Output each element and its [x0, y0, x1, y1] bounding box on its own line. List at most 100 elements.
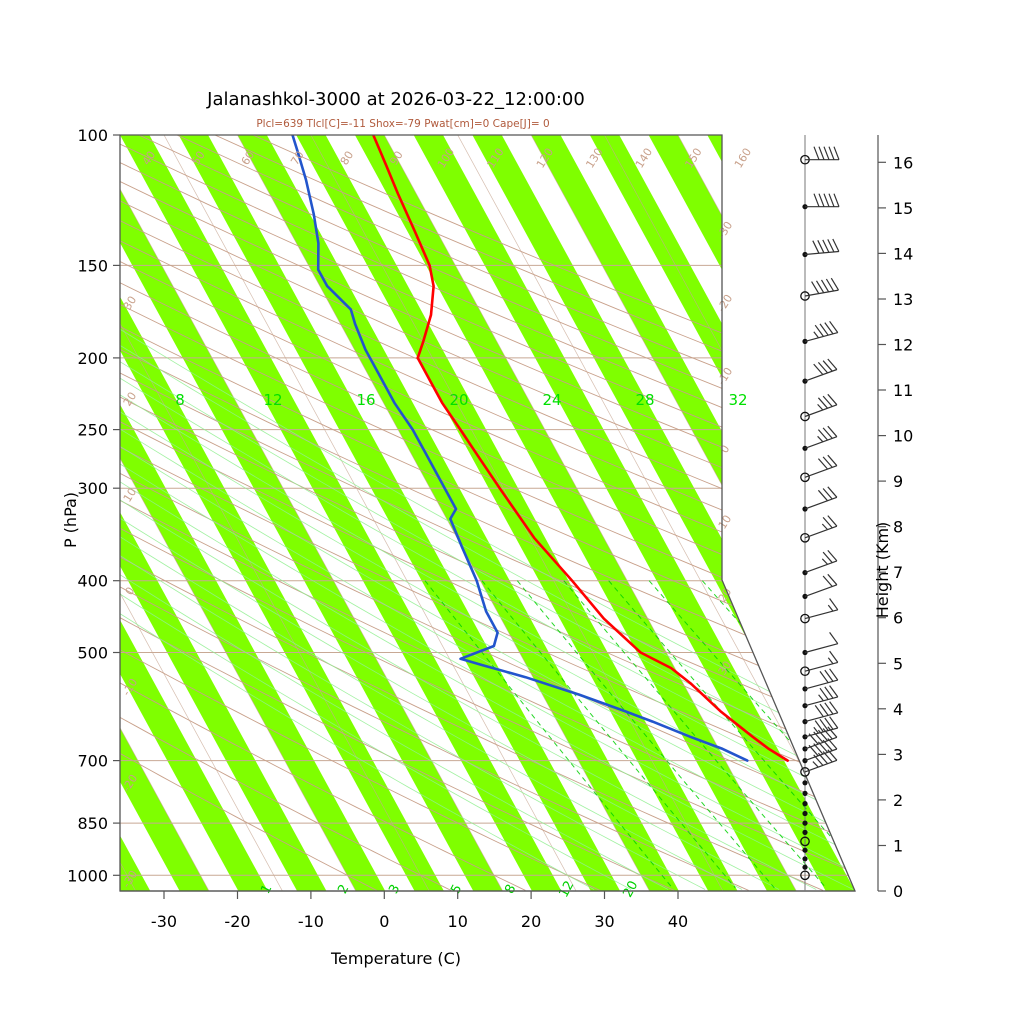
- dry-adiabat: [120, 203, 855, 891]
- plot-annotation: 60: [239, 149, 257, 168]
- wind-barb-full: [822, 239, 830, 253]
- wind-level-circle: [800, 613, 810, 624]
- moist-adiabat: [120, 135, 855, 890]
- pressure-tick-label: 400: [77, 572, 108, 591]
- wind-level-dot: [802, 703, 808, 709]
- wind-barb-half: [813, 331, 819, 339]
- wind-barb-full: [828, 193, 835, 207]
- isotherm-band: [120, 135, 503, 891]
- wind-barb-shaft: [804, 332, 838, 342]
- sounding-curves: [291, 135, 789, 762]
- mixing-ratio-line: [648, 580, 855, 889]
- wind-level-dot: [802, 864, 808, 870]
- wind-barb-full: [824, 717, 834, 730]
- height-tick-label: 11: [893, 381, 913, 400]
- wind-barb-shaft: [804, 496, 838, 510]
- moist-adiabat: [120, 135, 854, 890]
- dry-adiabat: [120, 388, 675, 891]
- wind-level-dot: [802, 780, 808, 786]
- wind-barb-full: [818, 193, 825, 207]
- wind-barb-full: [827, 550, 838, 562]
- pressure-tick-label: 700: [77, 752, 108, 771]
- wind-barb-full: [829, 650, 839, 663]
- pressure-tick-label: 100: [77, 126, 108, 145]
- wind-barb-half: [817, 435, 824, 443]
- isotherm-band: [178, 135, 621, 891]
- dry-adiabat-lines: [120, 135, 855, 891]
- dry-adiabat: [120, 135, 855, 745]
- wind-barb-shaft: [804, 736, 838, 750]
- wind-barb-full: [828, 146, 835, 160]
- height-tick-label: 1: [893, 837, 903, 856]
- plot-annotation: 20: [620, 879, 641, 901]
- height-tick-label: 5: [893, 654, 903, 673]
- temperature-axis: -30 -20 -10 0 10 20 30 40: [120, 890, 855, 931]
- wind-barb-full: [817, 489, 829, 502]
- plot-annotation: 20: [449, 391, 468, 409]
- height-tick-label: 6: [893, 609, 903, 628]
- height-tick-label: 2: [893, 791, 903, 810]
- plot-annotation: 20: [716, 586, 734, 605]
- wind-barb-full: [819, 687, 829, 700]
- pressure-tick-label: 250: [77, 421, 108, 440]
- wind-barb-shaft: [804, 560, 838, 574]
- plot-annotation: 8: [175, 391, 185, 409]
- dry-adiabat: [176, 135, 855, 688]
- moist-adiabat: [120, 135, 780, 890]
- dry-adiabat: [120, 516, 377, 891]
- isotherm: [120, 135, 504, 891]
- wind-barb-shaft: [804, 712, 838, 723]
- pressure-tick-label: 850: [77, 814, 108, 833]
- mixing-ratio-line: [563, 580, 827, 889]
- temperature-tick-label: 40: [668, 912, 688, 931]
- wind-barb-shaft: [804, 727, 838, 738]
- moist-adiabat: [120, 135, 817, 890]
- wind-barb-full: [822, 395, 833, 407]
- moist-adiabat: [120, 135, 855, 890]
- pressure-tick-label: 1000: [67, 866, 108, 885]
- wind-barb-full: [829, 632, 839, 645]
- plot-annotation: 10: [716, 513, 734, 532]
- plot-annotation: 12: [556, 879, 577, 901]
- wind-barb-full: [824, 669, 834, 682]
- dry-adiabat: [120, 135, 855, 727]
- wind-barb-full: [823, 146, 830, 160]
- temperature-tick-label: 30: [594, 912, 614, 931]
- wind-barb-full: [817, 458, 829, 470]
- wind-barb-full: [812, 240, 820, 254]
- dry-adiabat: [252, 135, 855, 643]
- plot-annotation: 24: [542, 391, 561, 409]
- wind-level-circle: [800, 411, 810, 422]
- page-title: Jalanashkol-3000 at 2026-03-22_12:00:00: [206, 89, 585, 110]
- wind-barb-full: [818, 146, 825, 160]
- wind-level-circle: [800, 666, 810, 677]
- wind-barb-full: [823, 193, 830, 207]
- wind-barb-full: [817, 240, 825, 254]
- wind-barb-full: [817, 397, 829, 409]
- wind-barb-full: [822, 488, 833, 500]
- wind-level-circle: [800, 532, 810, 543]
- wind-barb-half: [813, 726, 819, 734]
- y-axis-label: P (hPa): [61, 492, 80, 548]
- wind-level-dot: [802, 820, 808, 826]
- dry-adiabat: [120, 421, 600, 891]
- wind-barb-full: [827, 515, 838, 527]
- temperature-tick-label: -10: [298, 912, 324, 931]
- chart-subtitle: Plcl=639 Tlcl[C]=-11 Shox=-79 Pwat[cm]=0…: [256, 118, 549, 130]
- wind-barb-shaft: [804, 368, 838, 382]
- wind-barb-half: [817, 403, 824, 411]
- moist-adiabat: [120, 135, 855, 890]
- moist-adiabat: [120, 135, 855, 890]
- dry-adiabat: [120, 370, 749, 891]
- wind-barb-half: [827, 604, 834, 612]
- plot-annotation: 10: [121, 486, 139, 505]
- height-tick-label: 13: [893, 290, 913, 309]
- wind-barb-full: [822, 551, 833, 564]
- wind-barb-full: [813, 363, 824, 375]
- wind-barb-full: [827, 726, 838, 738]
- isotherm-band: [120, 135, 268, 891]
- height-tick-label: 3: [893, 745, 903, 764]
- isotherm: [120, 135, 283, 891]
- wind-barb-shaft: [804, 465, 838, 478]
